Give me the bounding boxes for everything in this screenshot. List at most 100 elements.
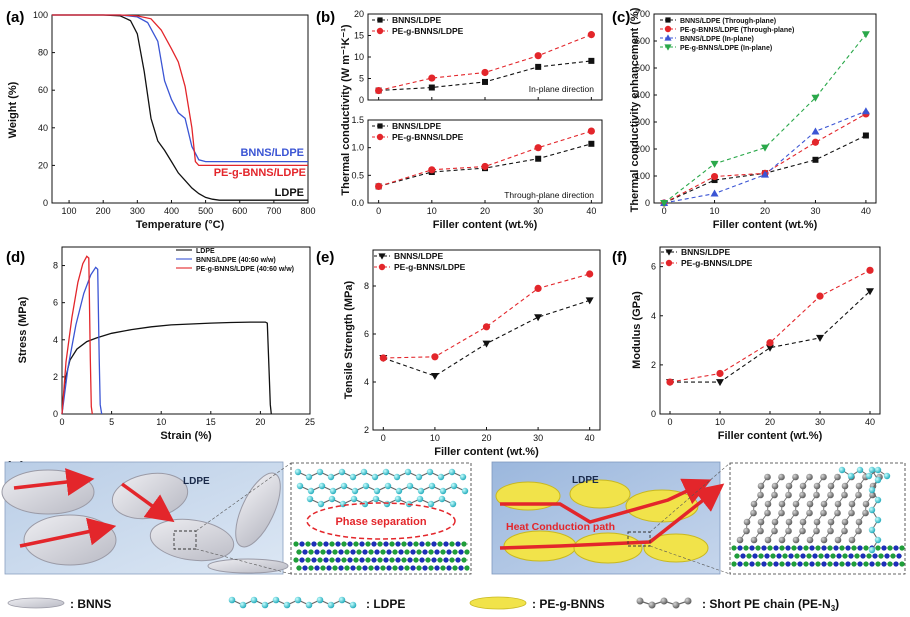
ldpe-atom	[439, 487, 447, 495]
pe-atom	[750, 536, 758, 544]
bn-atom	[824, 553, 830, 559]
ldpe-atom	[283, 601, 291, 609]
bn-atom	[809, 545, 815, 551]
bn-atom	[302, 549, 308, 555]
x-tick-label: 30	[815, 417, 825, 427]
pe-atom	[813, 491, 820, 499]
y-tick-label: 20	[354, 9, 364, 19]
y-tick-label: 60	[38, 85, 48, 95]
panel-label-d: (d)	[6, 249, 25, 266]
bn-atom	[740, 553, 746, 559]
legend-short-pe-main: : Short PE chain (PE-N	[702, 597, 831, 611]
pe-atom	[834, 509, 841, 517]
x-axis-label: Strain (%)	[160, 430, 212, 442]
data-point-marker	[587, 31, 595, 39]
pe-atom	[806, 473, 813, 481]
y-tick-label: 1.5	[351, 115, 364, 125]
bn-atom	[797, 561, 803, 567]
pe-atom	[757, 482, 765, 490]
data-point-marker	[481, 68, 489, 77]
bn-atom	[293, 557, 299, 563]
legend-short-pe-close: )	[835, 597, 839, 611]
pe-atom	[855, 527, 862, 535]
pe-atom	[841, 482, 849, 490]
ldpe-chain-legend-icon	[228, 596, 357, 609]
data-point-marker	[766, 339, 774, 347]
pe-atom	[834, 536, 842, 544]
bn-atom	[857, 561, 863, 567]
ldpe-chains	[294, 468, 469, 508]
ldpe-atom	[856, 466, 864, 474]
bn-atom	[326, 549, 332, 555]
bn-atom	[440, 549, 446, 555]
bn-atom	[371, 541, 377, 547]
bn-atom	[395, 557, 401, 563]
ldpe-atom	[449, 500, 457, 508]
bn-atom	[386, 549, 392, 555]
ldpe-atom	[360, 468, 368, 476]
bn-atom	[341, 557, 347, 563]
bnns-disk	[235, 472, 281, 548]
bn-atom	[767, 545, 773, 551]
pe-atom	[771, 518, 779, 526]
bond	[231, 599, 354, 606]
zoom-line	[649, 462, 731, 533]
ldpe-atom	[417, 487, 425, 495]
ldpe-atom	[261, 601, 269, 609]
ldpe-atom	[874, 536, 882, 544]
ldpe-atom	[874, 496, 882, 504]
ldpe-atom	[438, 495, 446, 503]
bn-atom	[449, 557, 455, 563]
x-tick-label: 25	[305, 417, 315, 427]
data-point-marker	[811, 94, 820, 102]
schematic-ldpe-label-left: LDPE	[183, 476, 210, 487]
bn-atom	[746, 553, 752, 559]
pe-atom	[771, 482, 779, 490]
y-tick-label: 2	[53, 372, 58, 382]
panel-label-f: (f)	[612, 249, 627, 266]
y-tick-label: 0	[43, 198, 48, 208]
ldpe-atom	[382, 468, 390, 476]
ldpe-atom	[317, 500, 325, 508]
pe-atom	[750, 509, 757, 517]
bn-atom	[338, 565, 344, 571]
data-point-marker	[761, 144, 769, 152]
ldpe-atom	[416, 495, 424, 503]
bn-atom	[305, 541, 311, 547]
series-line	[52, 14, 308, 163]
ldpe-atom	[250, 596, 258, 604]
bn-atom	[755, 561, 761, 567]
pe-atom	[785, 482, 793, 490]
x-tick-label: 30	[533, 206, 543, 216]
ldpe-atom	[349, 473, 357, 481]
x-tick-label: 0	[381, 433, 386, 443]
ldpe-atom	[868, 526, 876, 534]
bn-atom	[821, 561, 827, 567]
series-line	[383, 299, 590, 377]
schematic-right-zoom	[729, 462, 906, 575]
y-axis-label: Thermal conductivity (W m⁻¹K⁻¹)	[340, 24, 352, 195]
bn-atom	[851, 561, 857, 567]
ldpe-atom	[316, 596, 324, 604]
bn-atom	[875, 561, 881, 567]
bn-atom	[461, 541, 467, 547]
data-point-marker	[430, 373, 439, 380]
phase-separation-ellipse	[306, 502, 456, 540]
data-point-marker	[482, 323, 491, 331]
pe-atom	[778, 473, 785, 481]
bn-atom	[419, 557, 425, 563]
data-point-marker	[534, 284, 542, 292]
pe-atom	[771, 491, 778, 499]
pe-atom	[855, 482, 863, 490]
bn-atom	[749, 561, 755, 567]
y-tick-label: 0.5	[351, 170, 364, 180]
pe-atom	[848, 536, 856, 544]
pe-atom	[792, 500, 800, 508]
ldpe-atom	[383, 500, 391, 508]
ldpe-atom	[294, 596, 302, 604]
data-point-marker	[811, 138, 820, 146]
bn-atom	[443, 557, 449, 563]
bn-atom	[452, 565, 458, 571]
